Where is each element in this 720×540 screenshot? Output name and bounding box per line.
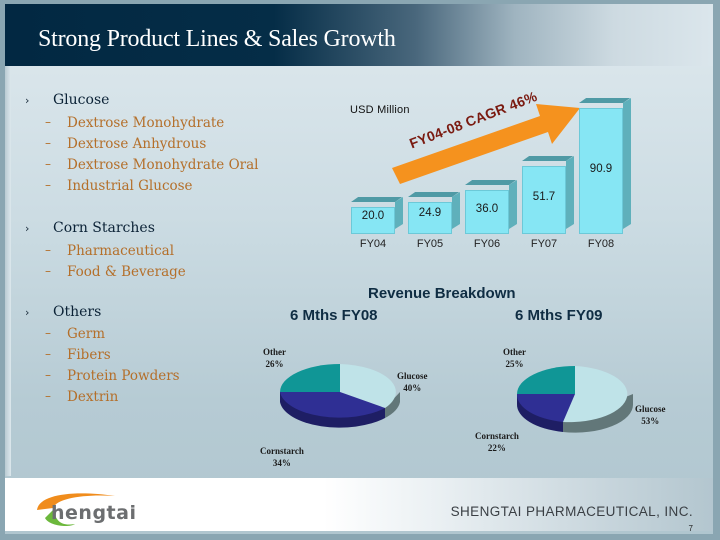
company-name: SHENGTAI PHARMACEUTICAL, INC. [450, 504, 693, 519]
chevron-bullet-icon: › [25, 222, 30, 235]
dash-icon: – [45, 389, 51, 403]
pie-label-cornstarch: Cornstarch 34% [260, 446, 304, 468]
bar-fy04: 20.0 [351, 197, 403, 234]
pie-label-glucose: Glucose 53% [635, 404, 666, 426]
pie-chart-fy08 [280, 364, 400, 428]
revenue-bar-chart: 20.0 FY04 24.9 FY05 36.0 FY06 51.7 FY07 [5, 4, 713, 264]
bar-category: FY04 [359, 238, 387, 250]
pie-title-fy08: 6 Mths FY08 [290, 307, 378, 324]
bullet-heading: Others [53, 304, 102, 320]
breakdown-title: Revenue Breakdown [368, 285, 516, 302]
dash-icon: – [45, 136, 51, 150]
cagr-arrow-icon [392, 104, 580, 184]
pie-label-cornstarch: Cornstarch 22% [475, 431, 519, 453]
bar-fy06: 36.0 [465, 180, 517, 234]
bar-value: 24.9 [418, 207, 442, 219]
dash-icon: – [45, 264, 51, 278]
footer: hengtai SHENGTAI PHARMACEUTICAL, INC. 7 [5, 478, 713, 533]
title-bar: Strong Product Lines & Sales Growth [5, 4, 713, 66]
dash-icon: – [45, 368, 51, 382]
bar-value: 51.7 [532, 191, 556, 203]
page-number: 7 [688, 524, 693, 533]
bullet-heading: Glucose [53, 92, 110, 108]
logo-text: hengtai [51, 502, 137, 524]
chart-unit-label: USD Million [350, 104, 410, 116]
content-edge [5, 66, 11, 476]
bar-value: 36.0 [475, 203, 499, 215]
dash-icon: – [45, 243, 51, 257]
pie-chart-fy09 [516, 366, 634, 433]
dash-icon: – [45, 347, 51, 361]
dash-icon: – [45, 115, 51, 129]
pie-label-glucose: Glucose 40% [397, 371, 428, 393]
bar-fy05: 24.9 [408, 192, 460, 234]
chevron-bullet-icon: › [25, 94, 30, 107]
bar-category: FY07 [530, 238, 558, 250]
bar-fy08: 90.9 [579, 98, 631, 234]
bar-category: FY06 [473, 238, 501, 250]
dash-icon: – [45, 178, 51, 192]
bar-category: FY08 [587, 238, 615, 250]
bar-category: FY05 [416, 238, 444, 250]
shengtai-logo-icon [37, 493, 115, 526]
dash-icon: – [45, 326, 51, 340]
pie-label-other: Other 25% [503, 347, 526, 369]
chevron-bullet-icon: › [25, 306, 30, 319]
pie-title-fy09: 6 Mths FY09 [515, 307, 603, 324]
bar-value: 20.0 [361, 210, 385, 222]
bar-value: 90.9 [589, 163, 613, 175]
slide-title: Strong Product Lines & Sales Growth [38, 26, 396, 52]
bullet-heading: Corn Starches [53, 220, 155, 236]
pie-label-other: Other 26% [263, 347, 286, 369]
bar-fy07: 51.7 [522, 156, 574, 234]
dash-icon: – [45, 157, 51, 171]
slide: Strong Product Lines & Sales Growth › Gl… [5, 4, 713, 534]
